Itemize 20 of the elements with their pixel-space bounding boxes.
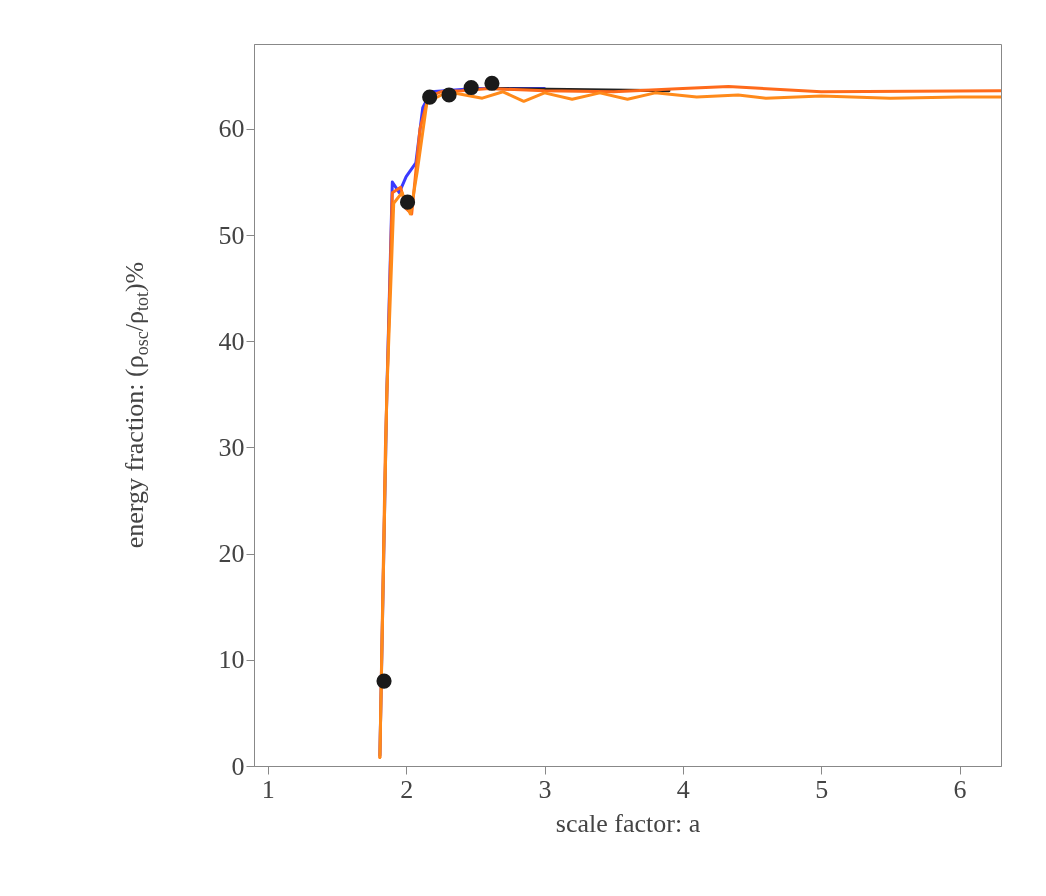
point	[463, 79, 479, 96]
y-tick-label: 20	[218, 539, 245, 569]
x-tick-label: 2	[400, 774, 414, 804]
point	[422, 89, 438, 105]
x-tick-label: 1	[261, 774, 275, 804]
y-tick-label: 10	[218, 645, 245, 675]
x-axis-title: scale factor: a	[555, 808, 701, 838]
point	[399, 194, 416, 210]
point	[484, 75, 500, 91]
x-tick-label: 3	[538, 774, 552, 804]
y-tick-label: 0	[231, 751, 245, 781]
y-tick-label: 40	[218, 326, 245, 356]
y-tick-label: 50	[218, 220, 245, 250]
y-tick-label: 60	[218, 114, 245, 144]
point	[441, 87, 457, 103]
x-tick-label: 6	[953, 774, 967, 804]
y-tick-label: 30	[218, 432, 245, 462]
x-tick-label: 5	[815, 774, 829, 804]
point	[376, 673, 392, 689]
x-tick-label: 4	[676, 774, 690, 804]
